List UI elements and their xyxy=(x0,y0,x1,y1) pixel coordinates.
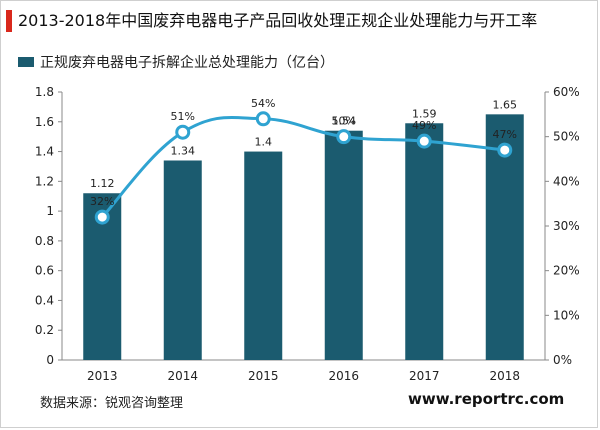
y-left-tick-label: 1.8 xyxy=(35,85,54,99)
rate-data-label: 54% xyxy=(251,97,275,110)
y-right-tick-label: 30% xyxy=(553,219,580,233)
bar-data-label: 1.54 xyxy=(332,115,357,128)
rate-point xyxy=(255,111,271,127)
y-right-tick-label: 0% xyxy=(553,353,572,367)
legend-label-bar: 正规废弃电器电子拆解企业总处理能力（亿台） xyxy=(40,55,334,71)
website-url: www.reportrc.com xyxy=(408,390,565,408)
rate-point xyxy=(175,124,191,140)
y-left-tick-label: 0.4 xyxy=(35,293,54,307)
bar xyxy=(244,151,283,360)
y-right-tick-label: 50% xyxy=(553,130,580,144)
rate-line xyxy=(101,115,505,219)
y-left-tick-label: 0.2 xyxy=(35,323,54,337)
rate-point xyxy=(94,209,110,225)
y-left-tick-label: 0 xyxy=(46,353,54,367)
legend-swatch-bar xyxy=(18,57,34,67)
chart-title: 2013-2018年中国废弃电器电子产品回收处理正规企业处理能力与开工率 xyxy=(18,11,538,30)
title-accent-bar xyxy=(6,10,12,32)
x-tick-label: 2014 xyxy=(167,369,198,383)
y-right-tick-label: 60% xyxy=(553,85,580,99)
bar xyxy=(163,160,202,360)
rate-point xyxy=(497,142,513,158)
y-left-tick-label: 1 xyxy=(46,204,54,218)
x-tick-label: 2013 xyxy=(87,369,118,383)
rate-point xyxy=(416,133,432,149)
y-left-tick-label: 1.6 xyxy=(35,115,54,129)
y-right-tick-label: 10% xyxy=(553,308,580,322)
y-left-tick-label: 1.2 xyxy=(35,174,54,188)
rate-data-label: 32% xyxy=(90,195,114,208)
bar-data-label: 1.59 xyxy=(412,107,437,120)
rate-point xyxy=(336,129,352,145)
bar xyxy=(405,123,444,361)
y-left-tick-label: 1.4 xyxy=(35,145,54,159)
source-note: 数据来源：锐观咨询整理 xyxy=(40,396,184,411)
rate-data-label: 47% xyxy=(493,128,517,141)
x-tick-label: 2017 xyxy=(409,369,440,383)
x-tick-label: 2015 xyxy=(248,369,279,383)
bar-data-label: 1.65 xyxy=(493,98,518,111)
y-left-tick-label: 0.8 xyxy=(35,234,54,248)
bar-data-label: 1.4 xyxy=(255,136,273,149)
bar xyxy=(324,130,363,360)
rate-data-label: 49% xyxy=(412,119,436,132)
rate-data-label: 51% xyxy=(171,110,195,123)
y-right-tick-label: 40% xyxy=(553,174,580,188)
y-left-tick-label: 0.6 xyxy=(35,264,54,278)
x-tick-label: 2016 xyxy=(328,369,359,383)
bar-data-label: 1.34 xyxy=(171,144,196,157)
x-tick-label: 2018 xyxy=(489,369,520,383)
legend: 正规废弃电器电子拆解企业总处理能力（亿台） xyxy=(18,52,334,72)
bar-data-label: 1.12 xyxy=(90,177,115,190)
y-right-tick-label: 20% xyxy=(553,264,580,278)
rate-data-label: 50% xyxy=(332,115,356,128)
